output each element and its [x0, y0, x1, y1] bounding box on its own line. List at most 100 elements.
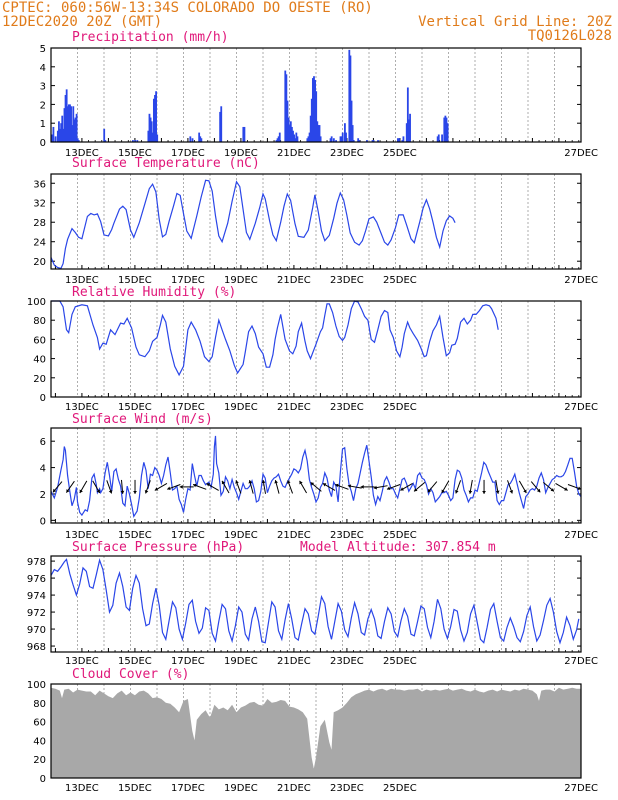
precip-bar — [319, 136, 322, 142]
precip-bar — [65, 89, 68, 142]
wind-arrow-head — [373, 485, 377, 490]
precip-bar — [64, 95, 67, 142]
x-tick-label: 25DEC — [383, 530, 417, 541]
y-tick-label: 100 — [27, 680, 46, 691]
precip-bar — [318, 125, 321, 142]
y-tick-label: 0 — [40, 138, 46, 149]
precip-bar — [75, 113, 78, 142]
y-tick-label: 0 — [40, 516, 46, 527]
precip-bar — [288, 125, 291, 142]
x-tick-label: 15DEC — [118, 783, 152, 794]
x-tick-label: 17DEC — [171, 148, 205, 159]
wind-arrow-head — [310, 482, 315, 486]
x-tick-label: 23DEC — [330, 530, 364, 541]
x-tick-label: 13DEC — [65, 656, 99, 667]
wind-arrow-head — [414, 488, 418, 492]
wind-arrow-head — [322, 483, 327, 487]
x-tick-label: 19DEC — [224, 275, 258, 286]
precip-bar — [67, 104, 70, 142]
series-line — [50, 179, 456, 270]
x-tick-label: 17DEC — [171, 530, 205, 541]
y-tick-label: 2 — [40, 490, 46, 501]
precip-bar — [406, 87, 409, 142]
precip-bar — [285, 74, 288, 142]
precip-bar — [308, 132, 311, 142]
precip-bar — [436, 136, 439, 142]
precip-bar — [293, 134, 296, 142]
precip-bar — [275, 140, 278, 142]
y-tick-label: 970 — [27, 625, 46, 636]
y-tick-label: 4 — [40, 63, 46, 74]
precip-bar — [340, 136, 343, 142]
wind-arrow-head — [144, 490, 149, 494]
wind-arrow-head — [79, 489, 83, 493]
precip-bar — [58, 121, 60, 142]
x-tick-label: 13DEC — [65, 402, 99, 413]
x-tick-label: 21DEC — [277, 275, 311, 286]
precip-bar — [377, 140, 379, 142]
y-tick-label: 972 — [27, 608, 46, 619]
x-tick-label: 21DEC — [277, 656, 311, 667]
panel-5: Cloud Cover (%) 0 20 40 60 80 100 13DEC 15DEC 17D… — [27, 667, 598, 794]
precip-bar — [149, 117, 152, 142]
wind-arrow-head — [455, 490, 459, 494]
precip-bar — [314, 79, 316, 142]
x-tick-label: 13DEC — [65, 530, 99, 541]
wind-arrow-head — [221, 480, 226, 485]
wind-arrow-head — [441, 489, 445, 493]
x-tick-label: 15DEC — [118, 402, 152, 413]
x-tick-label: 19DEC — [224, 530, 258, 541]
precip-bar — [310, 98, 313, 142]
y-tick-label: 80 — [33, 316, 46, 327]
wind-arrow-head — [509, 490, 514, 494]
x-tick-label: 25DEC — [383, 402, 417, 413]
wind-arrow-head — [299, 480, 303, 485]
panel-title: Surface Pressure (hPa) — [72, 540, 244, 555]
precip-bar — [350, 100, 353, 142]
precip-bar — [372, 140, 375, 142]
wind-arrow-head — [577, 486, 582, 491]
precip-bar — [357, 138, 360, 142]
wind-arrow-head — [274, 480, 278, 484]
wind-arrow-head — [235, 480, 239, 484]
wind-arrow-head — [564, 487, 568, 491]
y-tick-label: 1 — [40, 119, 46, 130]
precip-bar — [60, 123, 63, 142]
y-tick-label: 976 — [27, 574, 46, 585]
precip-bar — [220, 106, 223, 142]
y-tick-label: 974 — [27, 591, 46, 602]
wind-arrow-head — [96, 489, 100, 493]
wind-arrow-head — [335, 483, 339, 488]
y-tick-label: 978 — [27, 557, 46, 568]
precip-bar — [199, 136, 202, 142]
wind-arrow-head — [66, 489, 70, 493]
cloud-area — [51, 687, 581, 778]
x-tick-label: 23DEC — [330, 783, 364, 794]
y-tick-label: 28 — [33, 218, 46, 229]
precip-bar — [76, 138, 79, 142]
precip-bar — [344, 123, 346, 142]
header-date: 12DEC2020 20Z (GMT) — [2, 14, 162, 30]
series-line — [51, 300, 499, 377]
precip-bar — [309, 115, 312, 142]
precip-bar — [63, 108, 66, 142]
precip-bar — [371, 140, 374, 142]
wind-arrow-head — [154, 487, 159, 491]
y-tick-label: 40 — [33, 355, 46, 366]
panel-4: Surface Pressure (hPa) Model Altitude: 30… — [27, 540, 598, 667]
wind-arrow-head — [52, 488, 57, 493]
wind-arrow-head — [386, 486, 391, 491]
wind-arrow-head — [427, 488, 432, 493]
precip-bar — [306, 138, 309, 142]
panel-3: Surface Wind (m/s) 0 2 4 6 13DEC 15DEC 17DEC 19D… — [40, 412, 598, 541]
precip-bar — [72, 106, 75, 142]
panel-2: Relative Humidity (%) 0 20 40 60 80 100 13DEC 15… — [27, 285, 598, 413]
x-tick-label: 27DEC — [564, 530, 598, 541]
precip-bar — [397, 138, 399, 142]
precip-bar — [286, 100, 289, 142]
precip-bar — [284, 70, 287, 142]
precip-bar — [51, 134, 54, 142]
precip-bar — [198, 132, 201, 142]
wind-arrow-head — [400, 487, 404, 491]
precip-bar — [242, 126, 245, 142]
